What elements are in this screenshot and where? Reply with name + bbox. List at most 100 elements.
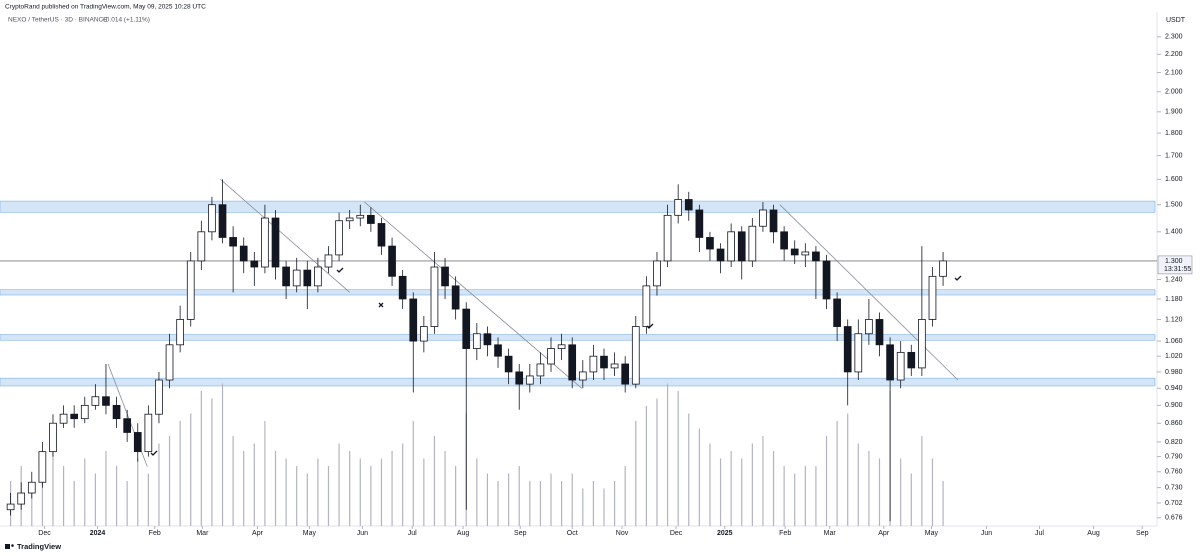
y-tick-label: 0.980	[1165, 369, 1183, 376]
candle-body	[790, 248, 799, 256]
candle-body	[642, 285, 651, 327]
y-tick-label: 0.790	[1165, 453, 1183, 460]
candle-body	[769, 209, 778, 233]
change: +0.014 (+1.11%)	[102, 17, 150, 24]
candle-body	[621, 363, 630, 385]
candle-body	[727, 231, 735, 262]
y-tick-label: 1.240	[1165, 276, 1183, 283]
volume-bar	[868, 451, 870, 526]
y-tick-label: 0.940	[1165, 385, 1183, 392]
volume-bar	[508, 473, 510, 526]
candle-body	[759, 209, 767, 227]
y-tick-label: 1.700	[1165, 152, 1183, 159]
candle-body	[515, 371, 524, 385]
candle-body	[155, 379, 163, 415]
candle-body	[17, 492, 26, 505]
candle-body	[780, 231, 788, 250]
candle-body	[695, 209, 704, 238]
candle-body	[102, 396, 110, 406]
volume-bar	[539, 481, 542, 526]
candle-body	[239, 245, 248, 262]
x-tick-label: Aug	[1087, 530, 1100, 537]
candle-body	[144, 413, 153, 453]
candle-body	[91, 396, 100, 406]
volume-bar	[94, 473, 96, 526]
volume-bar	[444, 451, 446, 526]
price-label-box	[1157, 255, 1193, 275]
volume-bar	[836, 421, 838, 526]
x-tick-label: Aug	[457, 530, 470, 537]
candle-body	[525, 375, 534, 385]
x-tick-label: Mar	[824, 530, 837, 537]
candle-body	[271, 217, 280, 268]
candle-body	[939, 260, 947, 277]
zone	[0, 200, 1156, 213]
candle-body	[843, 326, 852, 373]
volume-bar	[306, 473, 308, 526]
volume-bar	[635, 421, 637, 526]
candle-body	[250, 260, 259, 268]
candle-body	[420, 326, 428, 342]
candle-body	[6, 503, 15, 511]
x-tick-label: Sep	[1136, 530, 1149, 537]
volume-bar	[423, 458, 425, 526]
candle-body	[451, 285, 460, 310]
candle-body	[812, 251, 820, 262]
volume-bar	[518, 466, 520, 526]
candle-body	[123, 418, 131, 433]
volume-bar	[264, 421, 266, 526]
candle-body	[653, 260, 661, 287]
y-tick-label: 0.820	[1165, 439, 1183, 446]
logo-icon	[11, 544, 14, 547]
y-axis-label: USDT	[1166, 17, 1186, 24]
candle-body	[854, 333, 863, 373]
x-tick-label: Feb	[149, 530, 161, 537]
candle-body	[928, 275, 937, 320]
zone	[0, 334, 1156, 341]
countdown: 13:31:55	[1164, 266, 1191, 273]
trendline	[364, 201, 582, 389]
candle-body	[345, 217, 354, 222]
candle-body	[430, 266, 439, 327]
volume-bar	[645, 406, 647, 526]
candle-body	[907, 351, 916, 369]
x-tick-label: Oct	[567, 530, 578, 537]
volume-bar	[327, 466, 330, 526]
candle-body	[568, 344, 577, 381]
volume-bar	[455, 466, 457, 526]
candle-body	[737, 231, 746, 262]
zone	[0, 289, 1156, 296]
volume-bar	[709, 443, 711, 526]
y-tick-label: 1.800	[1165, 130, 1183, 137]
volume-bar	[794, 473, 796, 526]
y-tick-label: 2.000	[1165, 89, 1183, 96]
volume-bar	[84, 458, 86, 526]
volume-bar	[772, 451, 775, 526]
candle-body	[356, 214, 365, 219]
candle-body	[59, 413, 68, 424]
volume-bar	[317, 458, 319, 526]
y-tick-label: 1.060	[1165, 338, 1183, 345]
y-tick-label: 2.100	[1165, 69, 1183, 76]
candle-body	[324, 254, 333, 268]
volume-bar	[380, 458, 383, 526]
y-tick-label: 2.200	[1165, 51, 1183, 58]
x-tick-label: Apr	[878, 530, 890, 537]
volume-bar	[243, 451, 245, 526]
candle-body	[684, 199, 693, 211]
trendline	[779, 204, 959, 381]
y-tick-label: 0.860	[1165, 420, 1183, 427]
x-tick-label: Feb	[779, 530, 791, 537]
brand-logo: TradingView	[5, 542, 61, 551]
volume-bar	[624, 466, 626, 526]
x-tick-label: Mar	[196, 530, 209, 537]
volume-bar	[783, 466, 785, 526]
candle-body	[578, 371, 587, 381]
volume-bar	[402, 443, 404, 526]
volume-bar	[52, 443, 54, 526]
candle-body	[547, 348, 555, 365]
volume-bar	[41, 473, 43, 526]
candle-body	[610, 363, 619, 369]
volume-bar	[190, 413, 192, 526]
candle-body	[483, 333, 492, 346]
